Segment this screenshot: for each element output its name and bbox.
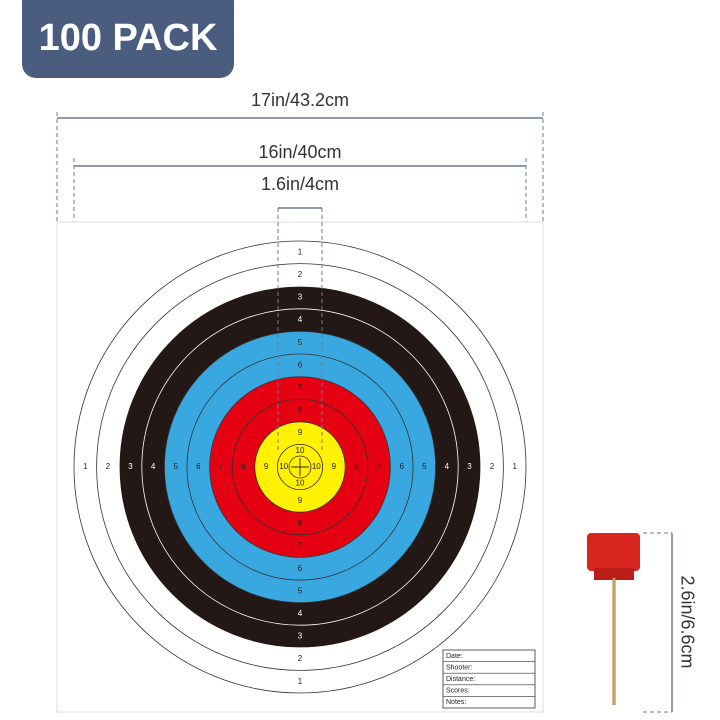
ring-label: 1 (512, 462, 517, 471)
ring-label: 8 (298, 519, 303, 528)
ring-label: 9 (264, 462, 269, 471)
pin-head (587, 533, 640, 571)
ring-label: 2 (298, 270, 303, 279)
form-label: Shooter: (446, 664, 473, 671)
form-label: Scores: (446, 688, 470, 695)
ring-label: 5 (298, 586, 303, 595)
ring-label: 1 (83, 462, 88, 471)
ring-label: 4 (445, 462, 450, 471)
dimension-label: 2.6in/6.6cm (677, 575, 697, 668)
inner-ring (288, 455, 312, 479)
form-label: Distance: (446, 676, 475, 683)
ring-label: 6 (298, 360, 303, 369)
ring-label: 4 (298, 609, 303, 618)
badge-text: 100 PACK (39, 17, 218, 59)
badge (22, 0, 234, 78)
ring-label: 1 (298, 247, 303, 256)
ring-label: 10 (296, 478, 305, 487)
ring-label: 9 (332, 462, 337, 471)
ring-label: 9 (298, 428, 303, 437)
ring-label: 2 (106, 462, 111, 471)
ring-label: 7 (298, 383, 303, 392)
ring-label: 9 (298, 496, 303, 505)
ring-label: 5 (298, 338, 303, 347)
form-label: Date: (446, 653, 463, 660)
dimension-label: 16in/40cm (258, 142, 341, 162)
ring-label: 8 (354, 462, 359, 471)
target: 1 1 1 1 2 2 2 2 3 3 3 3 4 4 4 4 5 5 5 5 6 6 6 6 7 7 7 7 8 8 8 8 9 9 9 9 10 10… (73, 240, 527, 694)
ring-label: 7 (298, 541, 303, 550)
form-box (442, 649, 536, 709)
dimension-label: 17in/43.2cm (251, 90, 349, 110)
score-form: Date: Shooter: Distance: Scores: Notes: (442, 649, 536, 709)
ring-label: 3 (298, 632, 303, 641)
pin-base (594, 568, 634, 580)
ring-label: 4 (151, 462, 156, 471)
ring-label: 2 (490, 462, 495, 471)
ring-label: 6 (399, 462, 404, 471)
ring-label: 1 (298, 677, 303, 686)
dimension-label: 1.6in/4cm (261, 174, 339, 194)
ring-label: 7 (219, 462, 224, 471)
ring-label: 10 (279, 462, 288, 471)
ring-label: 8 (241, 462, 246, 471)
ring-label: 4 (298, 315, 303, 324)
ring-label: 3 (467, 462, 472, 471)
ring-label: 5 (422, 462, 427, 471)
ring-label: 5 (173, 462, 178, 471)
ring-label: 3 (128, 462, 133, 471)
form-label: Notes: (446, 699, 466, 706)
ring-label: 8 (298, 406, 303, 415)
ring-label: 3 (298, 293, 303, 302)
ring-label: 7 (377, 462, 382, 471)
ring-label: 2 (298, 654, 303, 663)
ring-label: 6 (298, 564, 303, 573)
ring-label: 6 (196, 462, 201, 471)
ring-label: 10 (296, 446, 305, 455)
ring-label: 10 (312, 462, 321, 471)
